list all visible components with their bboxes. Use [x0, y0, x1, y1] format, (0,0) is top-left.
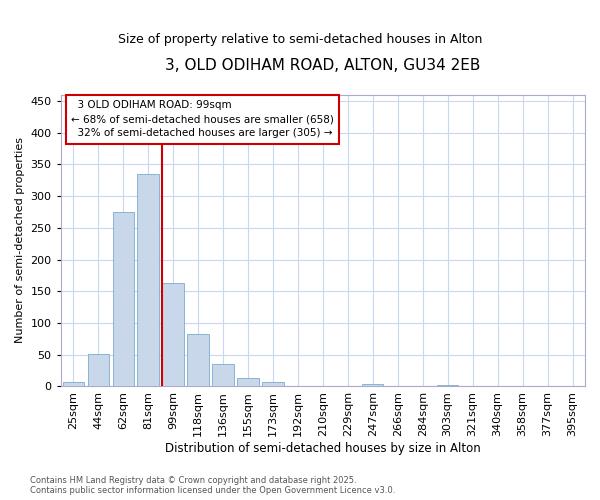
Y-axis label: Number of semi-detached properties: Number of semi-detached properties [15, 138, 25, 344]
Bar [163, 283, 184, 387]
Text: Contains HM Land Registry data © Crown copyright and database right 2025.
Contai: Contains HM Land Registry data © Crown c… [30, 476, 395, 495]
Bar [88, 354, 109, 386]
Bar [362, 384, 383, 386]
Bar [137, 174, 159, 386]
Bar [113, 212, 134, 386]
Text: Size of property relative to semi-detached houses in Alton: Size of property relative to semi-detach… [118, 32, 482, 46]
Bar [187, 334, 209, 386]
Bar [212, 364, 233, 386]
Text: 3 OLD ODIHAM ROAD: 99sqm
← 68% of semi-detached houses are smaller (658)
  32% o: 3 OLD ODIHAM ROAD: 99sqm ← 68% of semi-d… [71, 100, 334, 138]
Bar [437, 385, 458, 386]
X-axis label: Distribution of semi-detached houses by size in Alton: Distribution of semi-detached houses by … [165, 442, 481, 455]
Bar [262, 382, 284, 386]
Bar [238, 378, 259, 386]
Bar [62, 382, 84, 386]
Title: 3, OLD ODIHAM ROAD, ALTON, GU34 2EB: 3, OLD ODIHAM ROAD, ALTON, GU34 2EB [165, 58, 481, 72]
